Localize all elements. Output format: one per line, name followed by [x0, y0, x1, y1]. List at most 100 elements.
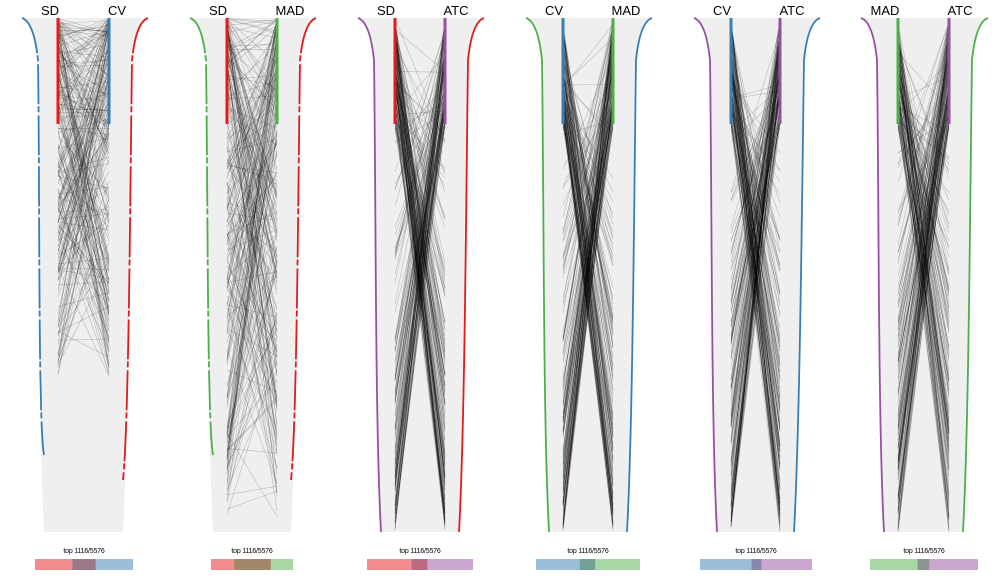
- correspondence-line: [226, 369, 278, 393]
- correspondence-line: [226, 18, 278, 22]
- correspondence-line: [226, 27, 278, 224]
- correspondence-line: [57, 59, 110, 178]
- correspondence-line: [730, 123, 781, 489]
- correspondence-line: [897, 51, 950, 312]
- correspondence-line: [730, 72, 781, 336]
- correspondence-line: [394, 105, 446, 475]
- correspondence-line: [226, 19, 278, 64]
- correspondence-line: [57, 197, 110, 369]
- correspondence-line: [897, 52, 950, 295]
- correspondence-line: [57, 18, 110, 84]
- correspondence-line: [226, 18, 278, 100]
- correspondence-line: [730, 96, 781, 389]
- correspondence-line: [897, 18, 950, 460]
- correspondence-line: [562, 59, 614, 371]
- correspondence-line: [562, 109, 614, 246]
- correspondence-line: [394, 107, 446, 472]
- correspondence-line: [730, 80, 781, 171]
- correspondence-line: [226, 32, 278, 438]
- correspondence-line: [57, 128, 110, 135]
- correspondence-line: [897, 35, 950, 498]
- correspondence-line: [897, 91, 950, 447]
- correspondence-line: [226, 166, 278, 386]
- correspondence-line: [562, 105, 614, 437]
- correspondence-line: [730, 81, 781, 301]
- correspondence-line: [897, 102, 950, 463]
- correspondence-line: [226, 117, 278, 152]
- correspondence-line: [897, 42, 950, 424]
- correspondence-line: [897, 28, 950, 528]
- correspondence-line: [897, 108, 950, 496]
- panel-1-left-rank-curve: [21, 17, 45, 456]
- correspondence-line: [897, 120, 950, 159]
- correspondence-line: [57, 207, 110, 339]
- correspondence-line: [730, 90, 781, 100]
- correspondence-line: [226, 21, 278, 168]
- correspondence-line: [57, 115, 110, 211]
- correspondence-line: [394, 124, 446, 480]
- correspondence-line: [57, 75, 110, 252]
- correspondence-line: [562, 93, 614, 433]
- correspondence-line: [897, 67, 950, 520]
- correspondence-line: [897, 32, 950, 227]
- correspondence-line: [562, 127, 614, 258]
- correspondence-line: [730, 75, 781, 304]
- correspondence-line: [730, 21, 781, 461]
- correspondence-line: [394, 91, 446, 253]
- correspondence-line: [57, 74, 110, 336]
- correspondence-line: [394, 32, 446, 407]
- correspondence-line: [57, 88, 110, 130]
- correspondence-line: [730, 36, 781, 487]
- correspondence-line: [226, 89, 278, 343]
- correspondence-line: [57, 72, 110, 262]
- correspondence-line: [562, 116, 614, 514]
- correspondence-line: [394, 63, 446, 404]
- correspondence-line: [57, 81, 110, 241]
- correspondence-line: [730, 113, 781, 480]
- correspondence-line: [226, 448, 278, 454]
- correspondence-line: [57, 53, 110, 273]
- correspondence-line: [897, 119, 950, 517]
- panel-4-right-label: MAD: [611, 3, 641, 18]
- correspondence-line: [562, 47, 614, 528]
- correspondence-line: [897, 42, 950, 464]
- panel-1-top-label: top 1116/5576: [63, 548, 105, 555]
- correspondence-line: [897, 113, 950, 428]
- correspondence-line: [730, 92, 781, 413]
- correspondence-line: [897, 24, 950, 271]
- correspondence-line: [897, 103, 950, 408]
- correspondence-line: [562, 106, 614, 418]
- correspondence-line: [226, 153, 278, 284]
- correspondence-line: [730, 80, 781, 271]
- correspondence-line: [730, 92, 781, 519]
- correspondence-line: [226, 328, 278, 357]
- correspondence-line: [226, 55, 278, 170]
- correspondence-line: [897, 94, 950, 433]
- correspondence-line: [730, 33, 781, 517]
- correspondence-line: [730, 106, 781, 381]
- correspondence-line: [897, 110, 950, 524]
- correspondence-line: [897, 23, 950, 434]
- correspondence-line: [562, 101, 614, 488]
- correspondence-line: [394, 53, 446, 255]
- correspondence-line: [226, 22, 278, 359]
- correspondence-line: [730, 63, 781, 419]
- correspondence-line: [562, 126, 614, 255]
- correspondence-line: [226, 135, 278, 399]
- correspondence-line: [394, 107, 446, 313]
- correspondence-line: [730, 83, 781, 509]
- correspondence-line: [562, 105, 614, 520]
- correspondence-line: [562, 95, 614, 452]
- correspondence-line: [226, 59, 278, 497]
- correspondence-line: [57, 23, 110, 260]
- correspondence-line: [57, 209, 110, 362]
- correspondence-line: [57, 165, 110, 265]
- correspondence-line: [57, 18, 110, 293]
- correspondence-line: [57, 292, 110, 308]
- correspondence-line: [730, 104, 781, 329]
- correspondence-line: [57, 49, 110, 127]
- correspondence-line: [897, 83, 950, 514]
- correspondence-line: [394, 82, 446, 341]
- correspondence-line: [897, 108, 950, 370]
- correspondence-line: [730, 111, 781, 195]
